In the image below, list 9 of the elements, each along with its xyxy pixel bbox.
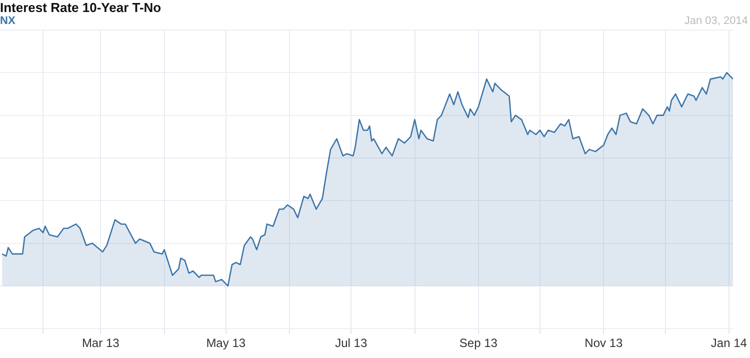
x-tick-label: Sep 13 xyxy=(459,336,498,350)
x-tick-label: May 13 xyxy=(206,336,246,350)
text: Jan 03, 2014 xyxy=(684,15,748,27)
x-tick-label: Nov 13 xyxy=(584,336,623,350)
x-tick-label: Jul 13 xyxy=(335,336,368,350)
x-tick-label: Jan 14 xyxy=(710,336,748,350)
chart-subtitle: NX xyxy=(0,15,16,27)
chart-title: Interest Rate 10-Year T-No xyxy=(0,0,162,15)
x-tick-label: Mar 13 xyxy=(82,336,120,350)
